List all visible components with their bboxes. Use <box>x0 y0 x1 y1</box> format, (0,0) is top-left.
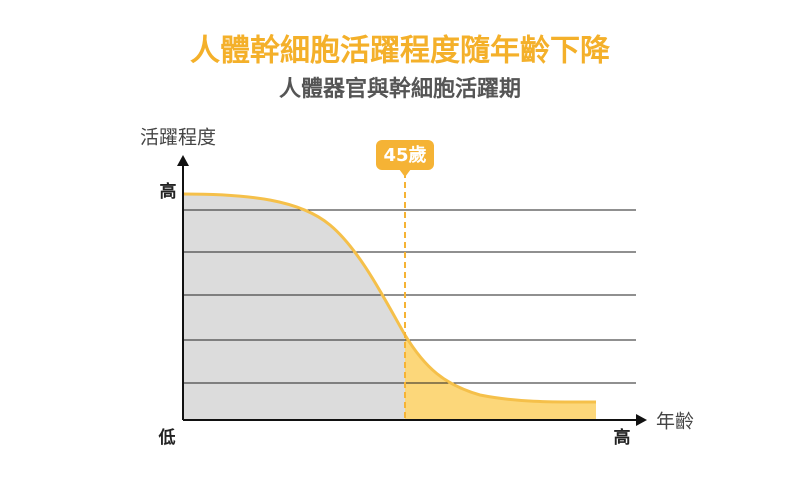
area-after <box>405 335 596 420</box>
title: 人體幹細胞活躍程度隨年齡下降 <box>190 34 611 69</box>
subtitle: 人體器官與幹細胞活躍期 <box>279 76 521 102</box>
y-axis-label: 活躍程度 <box>140 127 216 149</box>
y-high-label: 高 <box>160 181 177 202</box>
curve <box>182 192 597 404</box>
x-arrow <box>636 414 647 426</box>
marker-label: 45歲 <box>383 144 426 166</box>
y-arrow <box>177 155 189 166</box>
area-before <box>183 194 405 420</box>
x-high-label: 高 <box>614 427 631 448</box>
x-axis-label: 年齡 <box>656 411 694 433</box>
marker-pointer <box>399 169 411 177</box>
origin-label: 低 <box>158 427 176 448</box>
marker-badge <box>376 140 434 170</box>
